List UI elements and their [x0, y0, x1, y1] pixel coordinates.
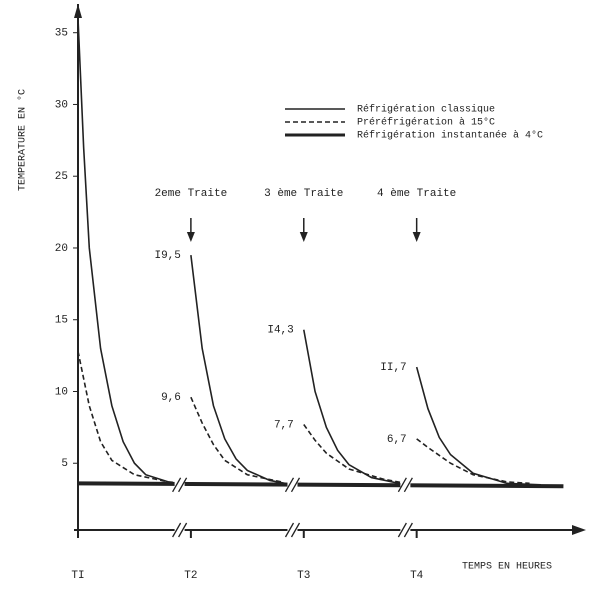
axis-break — [290, 522, 301, 538]
x-axis-label: TEMPS EN HEURES — [462, 562, 552, 573]
axis-break — [397, 477, 407, 493]
y-tick-label: 15 — [55, 315, 68, 327]
axis-break — [403, 522, 413, 538]
axis-break — [403, 477, 413, 493]
legend-label: Réfrigération instantanée à 4°C — [357, 130, 543, 142]
y-tick-label: 10 — [55, 386, 68, 398]
event-label: 4 ème Traite — [377, 188, 456, 200]
y-axis-label: TEMPERATURE EN °C — [17, 89, 29, 191]
axis-break-gap — [400, 524, 411, 536]
data-label: II,7 — [380, 362, 406, 374]
x-tick-label: T2 — [184, 570, 197, 582]
x-tick-label: TI — [71, 570, 84, 582]
axis-break — [284, 477, 295, 493]
event-arrowhead — [412, 232, 421, 242]
y-tick-label: 25 — [55, 171, 68, 183]
series-line — [77, 481, 564, 489]
x-tick-label: T4 — [410, 570, 424, 582]
legend-label: Réfrigération classique — [357, 104, 495, 116]
data-label: 7,7 — [274, 419, 294, 431]
event-label: 2eme Traite — [155, 188, 228, 200]
series-line — [77, 18, 541, 486]
y-tick-label: 5 — [61, 458, 68, 470]
y-tick-label: 20 — [55, 243, 68, 255]
axis-break — [172, 522, 182, 538]
axis-break-gap — [287, 524, 298, 536]
axis-break-gap — [174, 524, 185, 536]
x-axis-arrow — [572, 525, 586, 535]
axis-break — [284, 522, 295, 538]
event-arrowhead — [299, 232, 308, 242]
series-line — [77, 351, 530, 485]
axis-break — [290, 477, 301, 493]
axis-break — [397, 522, 407, 538]
data-label: I9,5 — [154, 250, 180, 262]
axis-break-gap — [174, 478, 185, 491]
y-tick-label: 30 — [55, 99, 68, 111]
data-label: 6,7 — [387, 434, 407, 446]
axis-break — [178, 522, 188, 538]
data-label: 9,6 — [161, 392, 181, 404]
legend-label: Préréfrigération à 15°C — [357, 117, 495, 129]
legend: Réfrigération classiquePréréfrigération … — [285, 104, 543, 142]
axis-break — [178, 477, 188, 493]
axis-break-gap — [400, 478, 411, 491]
x-tick-label: T3 — [297, 570, 310, 582]
y-tick-label: 35 — [55, 28, 68, 40]
axis-break-gap — [287, 478, 298, 491]
event-arrowhead — [186, 232, 195, 242]
y-axis-arrow — [74, 4, 82, 18]
axis-break — [172, 477, 182, 493]
data-label: I4,3 — [267, 325, 293, 337]
event-label: 3 ème Traite — [264, 188, 343, 200]
